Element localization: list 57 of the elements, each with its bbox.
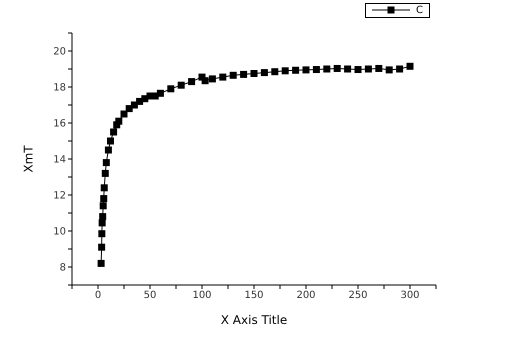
point [104,146,112,154]
point [98,219,106,226]
y-tick-label: 20 [53,46,66,58]
point [188,78,196,86]
point [98,260,105,267]
point [106,138,114,144]
point [406,62,414,70]
point [323,66,330,72]
point [302,66,310,74]
point [102,159,110,166]
point [344,66,352,72]
x-tick-label: 250 [348,290,368,302]
x-tick-label: 300 [400,290,420,302]
x-tick-label: 100 [192,290,212,302]
point [110,128,118,136]
point [120,110,128,118]
point [178,82,185,89]
point [100,202,107,210]
y-tick-label: 12 [53,190,66,202]
x-tick-label: 150 [244,290,264,302]
point [167,85,174,92]
point [230,72,237,79]
point [250,70,258,77]
point [282,67,289,74]
point [334,64,341,72]
y-axis-title: XmT [21,144,36,173]
x-tick-label: 50 [144,290,156,302]
point [364,66,372,72]
x-axis-title: X Axis Title [220,313,288,327]
point [202,77,209,84]
point [115,118,122,125]
point [100,184,108,192]
point [99,213,106,220]
point [396,66,404,72]
point [208,75,216,82]
point [219,74,226,81]
y-tick-label: 10 [53,226,66,238]
point [375,64,382,72]
point [102,170,109,177]
point [98,230,106,238]
y-tick-label: 8 [60,262,66,274]
point [240,70,248,78]
legend-label: C [416,4,423,16]
point [260,69,268,76]
point [386,66,393,74]
point [100,195,108,202]
y-tick-label: 14 [53,154,66,166]
point [312,66,320,74]
point [292,66,300,74]
point [271,68,278,76]
x-tick-label: 200 [296,290,316,302]
point [156,90,164,97]
point [354,66,362,74]
x-tick-label: 0 [94,290,102,302]
y-tick-label: 18 [53,82,66,94]
y-tick-label: 16 [53,118,66,130]
point [98,244,106,251]
